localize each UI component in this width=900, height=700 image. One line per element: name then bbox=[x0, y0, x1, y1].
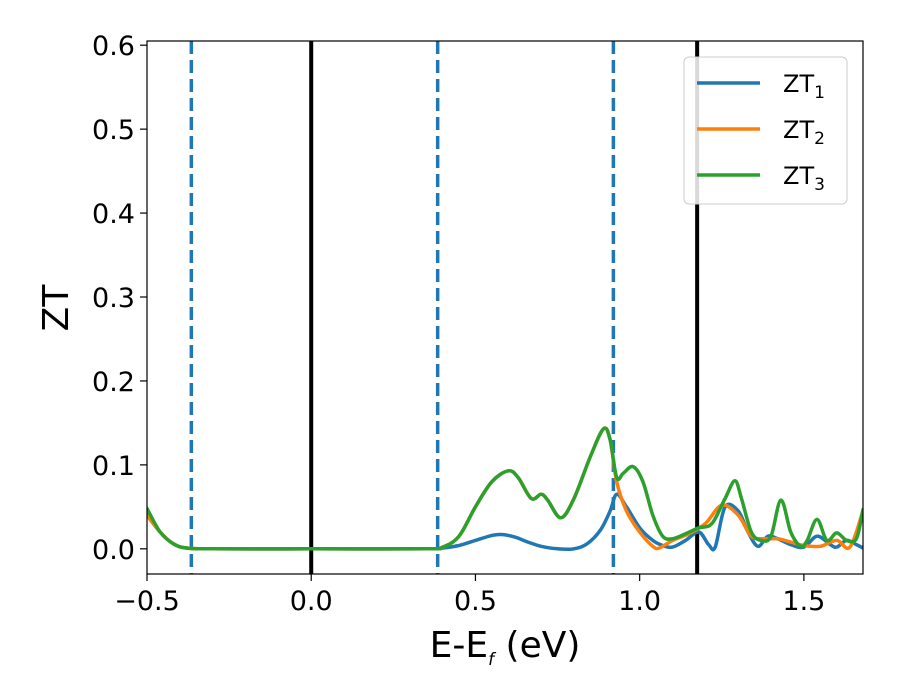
x-axis-ticks: −0.5 0.0 0.5 1.0 1.5 bbox=[114, 574, 825, 617]
legend: ZT1 ZT2 ZT3 bbox=[683, 56, 848, 205]
x-tick-label: −0.5 bbox=[114, 586, 180, 617]
y-tick-label: 0.1 bbox=[92, 451, 135, 482]
x-tick-label: 1.5 bbox=[782, 586, 825, 617]
x-tick-label: 0.0 bbox=[290, 586, 333, 617]
series-line-zt3 bbox=[147, 426, 863, 551]
x-tick-label: 1.0 bbox=[618, 586, 661, 617]
y-tick-label: 0.3 bbox=[92, 283, 135, 314]
y-axis-label: ZT bbox=[36, 284, 77, 332]
plot-frame bbox=[146, 40, 864, 575]
y-tick-label: 0.2 bbox=[92, 367, 135, 398]
x-tick-label: 0.5 bbox=[454, 586, 497, 617]
legend-label-zt2: ZT2 bbox=[783, 116, 825, 149]
y-tick-label: 0.0 bbox=[92, 535, 135, 566]
y-tick-label: 0.6 bbox=[92, 31, 135, 62]
legend-label-zt1: ZT1 bbox=[783, 70, 825, 103]
legend-label-zt3: ZT3 bbox=[783, 162, 825, 195]
legend-box bbox=[683, 56, 848, 205]
series-lines bbox=[147, 426, 863, 552]
y-tick-label: 0.4 bbox=[92, 199, 135, 230]
reference-lines bbox=[189, 41, 700, 574]
x-axis-label: E-Ef (eV) bbox=[430, 625, 581, 670]
y-tick-label: 0.5 bbox=[92, 115, 135, 146]
y-axis-ticks: 0.0 0.1 0.2 0.3 0.4 0.5 0.6 bbox=[92, 31, 147, 566]
